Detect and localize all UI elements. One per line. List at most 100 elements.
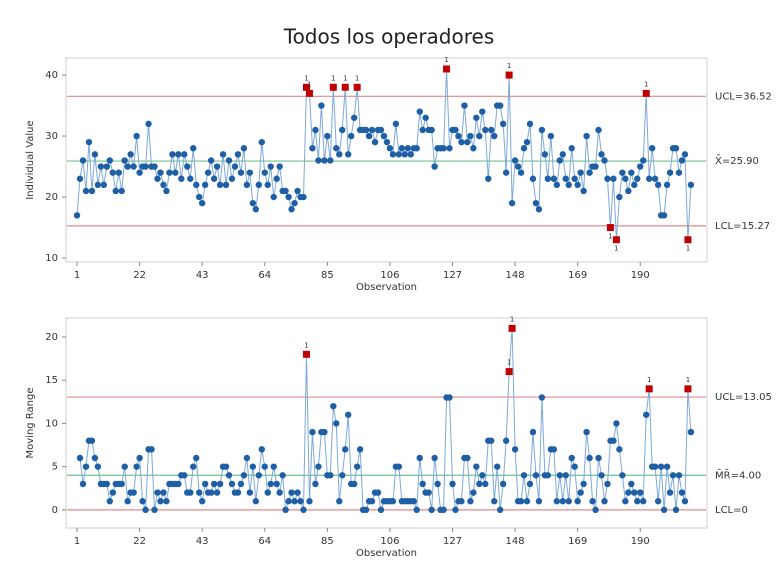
data-point xyxy=(106,498,114,505)
data-point xyxy=(285,498,292,505)
test-label: 1 xyxy=(304,341,308,349)
data-point xyxy=(187,489,194,496)
x-tick-label: 43 xyxy=(196,536,209,547)
data-point xyxy=(163,498,170,505)
data-point xyxy=(198,199,206,207)
data-point xyxy=(276,489,283,496)
data-point xyxy=(213,163,221,170)
test-label: 1 xyxy=(614,245,618,253)
data-point xyxy=(455,132,462,140)
data-point xyxy=(79,480,87,488)
data-point xyxy=(291,498,298,505)
data-point xyxy=(76,175,84,182)
data-point xyxy=(240,472,248,479)
data-point xyxy=(550,446,558,453)
x-tick-label: 148 xyxy=(506,536,525,547)
data-point xyxy=(181,472,188,479)
data-point xyxy=(622,175,629,182)
data-point xyxy=(127,151,134,158)
data-point xyxy=(282,187,289,195)
data-point xyxy=(535,206,543,213)
plot-area xyxy=(65,57,708,263)
x-axis-label: Observation xyxy=(356,282,417,293)
data-point xyxy=(270,193,277,201)
test-label: 1 xyxy=(507,62,511,70)
data-point xyxy=(625,489,632,496)
flagged-point xyxy=(353,83,361,91)
data-point xyxy=(470,145,477,152)
data-point xyxy=(228,480,236,488)
data-point xyxy=(252,206,260,213)
chart-title: Todos los operadores xyxy=(283,25,495,49)
data-point xyxy=(362,506,370,514)
data-point xyxy=(556,472,563,479)
data-point xyxy=(222,463,230,470)
data-point xyxy=(204,169,212,176)
data-point xyxy=(628,169,635,176)
data-point xyxy=(264,489,271,496)
control-limit-label: X̄=25.90 xyxy=(715,154,759,167)
x-tick-label: 127 xyxy=(443,536,462,547)
data-point xyxy=(598,472,605,479)
data-point xyxy=(598,151,605,158)
data-point xyxy=(207,489,215,496)
data-point xyxy=(488,437,495,444)
test-label: 1 xyxy=(608,233,612,241)
data-point xyxy=(267,480,274,488)
y-tick-label: 20 xyxy=(45,332,58,343)
data-point xyxy=(88,437,96,444)
data-point xyxy=(261,169,268,176)
flagged-point xyxy=(508,324,516,332)
data-point xyxy=(654,181,662,189)
data-point xyxy=(410,498,417,505)
data-point xyxy=(526,120,534,128)
data-point xyxy=(613,420,620,427)
test-label: 1 xyxy=(444,56,448,64)
data-point xyxy=(616,193,623,201)
y-axis-label: Individual Value xyxy=(25,120,36,199)
data-point xyxy=(583,132,590,140)
data-point xyxy=(571,175,578,182)
data-point xyxy=(544,175,552,182)
data-point xyxy=(681,151,689,158)
flagged-point xyxy=(642,89,650,97)
test-label: 1 xyxy=(343,74,347,82)
data-point xyxy=(565,498,572,505)
data-point xyxy=(499,120,507,128)
data-point xyxy=(151,163,158,170)
data-point xyxy=(273,175,280,182)
y-tick-label: 30 xyxy=(45,131,58,142)
x-tick-label: 148 xyxy=(506,270,525,281)
data-point xyxy=(428,126,435,134)
x-tick-label: 190 xyxy=(631,270,650,281)
x-tick-label: 127 xyxy=(443,270,462,281)
data-point xyxy=(139,498,146,505)
data-point xyxy=(461,102,468,109)
data-point xyxy=(288,489,295,496)
data-point xyxy=(589,498,596,505)
data-point xyxy=(631,489,638,496)
data-point xyxy=(491,132,498,140)
data-point xyxy=(333,145,340,152)
data-point xyxy=(190,463,197,470)
data-point xyxy=(327,157,334,164)
y-axis-label: Moving Range xyxy=(25,387,36,458)
data-point xyxy=(207,157,215,164)
data-point xyxy=(356,446,364,453)
data-point xyxy=(294,489,301,496)
data-point xyxy=(178,175,185,182)
data-point xyxy=(345,151,352,158)
data-point xyxy=(508,199,516,207)
data-point xyxy=(97,163,105,170)
x-tick-label: 106 xyxy=(380,270,399,281)
data-point xyxy=(154,175,161,182)
data-point xyxy=(657,463,665,470)
data-point xyxy=(288,206,295,213)
data-point xyxy=(121,157,128,164)
data-point xyxy=(240,145,248,152)
data-point xyxy=(106,157,114,164)
data-point xyxy=(243,454,251,462)
data-point xyxy=(577,169,584,176)
data-point xyxy=(660,506,668,514)
data-point xyxy=(210,480,218,488)
